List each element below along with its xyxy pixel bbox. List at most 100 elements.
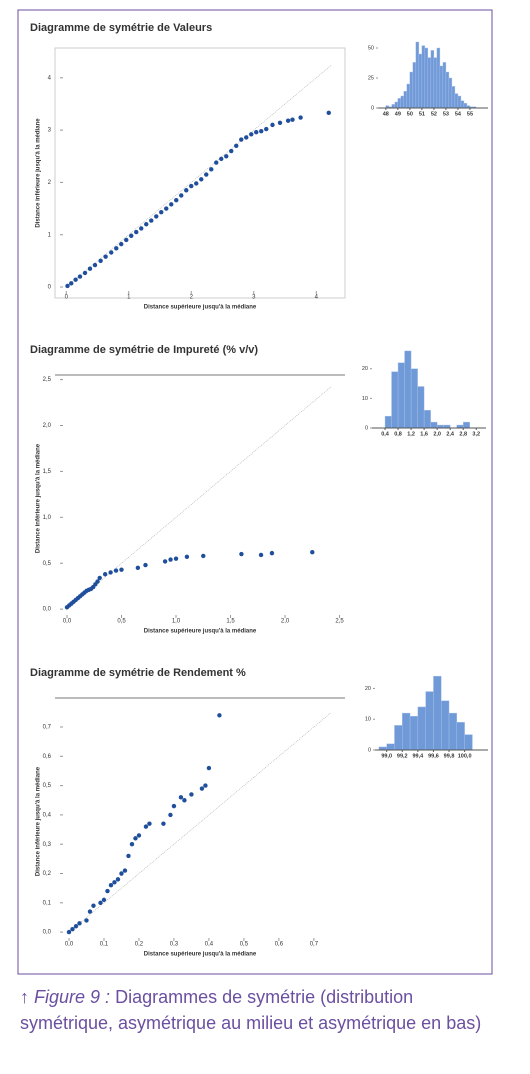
- x-tick-label: 0,6: [275, 942, 284, 948]
- point: [173, 556, 179, 561]
- y-tick-label: 10: [365, 717, 371, 723]
- point: [70, 926, 75, 932]
- point: [87, 266, 93, 271]
- chart-title: Diagramme de symétrie de Rendement %: [30, 667, 246, 679]
- point: [113, 568, 119, 573]
- x-tick-label: 99,8: [444, 753, 455, 759]
- bar: [397, 362, 405, 429]
- y-tick-label: 25: [368, 75, 374, 81]
- x-tick-label: 49: [395, 111, 401, 117]
- point: [179, 193, 184, 198]
- point: [84, 918, 89, 923]
- bar: [448, 712, 458, 751]
- point: [194, 181, 199, 186]
- bar: [463, 102, 468, 109]
- point: [82, 270, 88, 276]
- point: [184, 554, 190, 560]
- x-tick-label: 2,8: [459, 431, 467, 437]
- x-tick-label: 52: [431, 111, 437, 117]
- point: [244, 135, 249, 140]
- point: [174, 197, 179, 203]
- x-axis-label: Distance supérieure jusqu'à la médiane: [144, 629, 257, 635]
- y-tick-label: 0: [371, 105, 374, 111]
- y-tick-label: 0: [368, 747, 371, 753]
- x-tick-label: 0,5: [240, 942, 249, 948]
- y-axis-label: Distance inférieure jusqu'à la médiane: [36, 443, 42, 553]
- point: [298, 115, 303, 120]
- y-tick-label: 0,6: [43, 754, 52, 760]
- bar: [425, 691, 434, 751]
- point: [136, 833, 142, 838]
- x-tick-label: 0,3: [170, 942, 179, 948]
- point: [102, 572, 108, 577]
- point: [269, 550, 275, 556]
- point: [149, 218, 154, 223]
- point: [103, 254, 108, 259]
- x-tick-label: 3,2: [472, 431, 480, 437]
- x-tick-label: 2,4: [446, 431, 455, 437]
- figure-border: [17, 9, 493, 975]
- y-tick-label: 1: [48, 232, 52, 238]
- point: [129, 842, 135, 847]
- bar: [384, 415, 392, 429]
- reference-line: [68, 712, 332, 933]
- bar: [386, 743, 395, 751]
- point: [169, 202, 174, 207]
- bar: [421, 45, 426, 109]
- y-tick-label: 0,2: [43, 871, 52, 877]
- y-tick-label: 2,5: [43, 377, 52, 383]
- bar: [460, 100, 465, 109]
- point: [91, 903, 96, 908]
- x-tick-label: 100,0: [458, 753, 472, 759]
- x-tick-label: 99,6: [428, 753, 439, 759]
- point: [95, 579, 100, 584]
- x-axis-label: Distance supérieure jusqu'à la médiane: [144, 952, 257, 958]
- point: [133, 836, 138, 841]
- point: [224, 154, 229, 159]
- point: [168, 557, 173, 562]
- point: [162, 559, 168, 564]
- point: [98, 900, 103, 906]
- x-tick-label: 0,4: [381, 431, 390, 437]
- point: [171, 803, 177, 809]
- x-tick-label: 0,5: [117, 619, 126, 625]
- point: [264, 126, 269, 132]
- point: [219, 156, 224, 162]
- y-tick-label: 3: [48, 128, 52, 134]
- x-tick-label: 48: [383, 111, 389, 117]
- point: [164, 206, 169, 211]
- x-tick-label: 99,2: [397, 753, 408, 759]
- bar: [430, 50, 435, 109]
- y-axis-label: Distance inférieure jusqu'à la médiane: [36, 766, 42, 876]
- figure: Diagramme de symétrie de Valeurs 0 1 2 3 4 0 1 2…: [17, 9, 493, 975]
- bar: [433, 57, 438, 109]
- point: [101, 897, 107, 903]
- point: [122, 868, 128, 873]
- point: [119, 567, 124, 572]
- x-tick-label: 99,0: [381, 753, 392, 759]
- y-tick-label: 2: [48, 180, 52, 186]
- point: [119, 241, 124, 247]
- caption-label: Figure 9 :: [34, 987, 111, 1007]
- point: [135, 565, 141, 571]
- point: [129, 233, 134, 238]
- point: [259, 128, 264, 134]
- y-tick-label: 0,1: [43, 900, 52, 906]
- y-tick-label: 0,0: [43, 930, 52, 936]
- y-tick-label: 50: [368, 45, 374, 51]
- point: [178, 795, 184, 800]
- y-axis-label: Distance inférieure jusqu'à la médiane: [36, 118, 42, 228]
- x-tick-label: 55: [467, 111, 473, 117]
- x-tick-label: 1,0: [172, 619, 181, 625]
- y-tick-label: 0,4: [43, 812, 52, 818]
- point: [239, 137, 244, 142]
- point: [69, 281, 74, 286]
- point: [258, 552, 264, 558]
- y-tick-label: 0,0: [43, 607, 52, 613]
- point: [310, 550, 315, 555]
- point: [209, 167, 214, 172]
- bar: [406, 83, 411, 109]
- x-tick-label: 0,1: [100, 942, 109, 948]
- point: [189, 792, 194, 797]
